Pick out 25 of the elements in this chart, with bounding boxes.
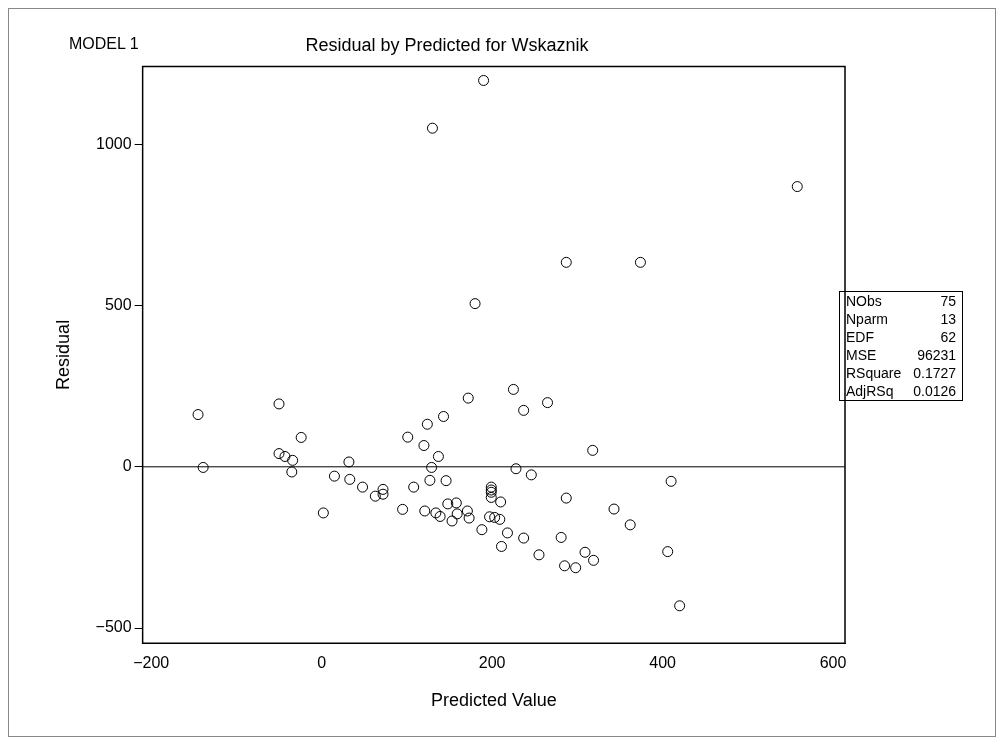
text: 62: [939, 328, 958, 346]
annotation: AdjRSq: [845, 382, 895, 401]
x-tick-label: 0: [317, 654, 327, 672]
annotation: MSE: [845, 346, 878, 364]
text: 0.1727: [912, 364, 958, 382]
y-tick-label: 500: [104, 295, 132, 313]
annotation: RSquare: [845, 364, 903, 382]
x-tick-label: −200: [133, 654, 170, 672]
x-axis-title: Predicted Value: [430, 690, 557, 711]
x-tick-label: 600: [819, 654, 847, 672]
y-tick-label: −500: [95, 618, 132, 636]
text: 75: [939, 292, 958, 310]
x-tick-label: 400: [649, 654, 677, 672]
y-tick-label: 1000: [96, 134, 132, 152]
annotation: NObs: [845, 292, 883, 310]
text: MODEL 1: [69, 35, 139, 53]
annotation: EDF: [845, 328, 875, 346]
x-tick-label: 200: [478, 654, 506, 672]
chart-title: Residual by Predicted for Wskaznik: [305, 34, 590, 55]
text: 96231: [916, 346, 958, 364]
text: 13: [939, 310, 958, 328]
text: 0.0126: [912, 382, 958, 401]
y-tick-label: 0: [122, 457, 132, 475]
y-axis-title: Residual: [52, 319, 73, 390]
annotation: Nparm: [845, 310, 889, 328]
